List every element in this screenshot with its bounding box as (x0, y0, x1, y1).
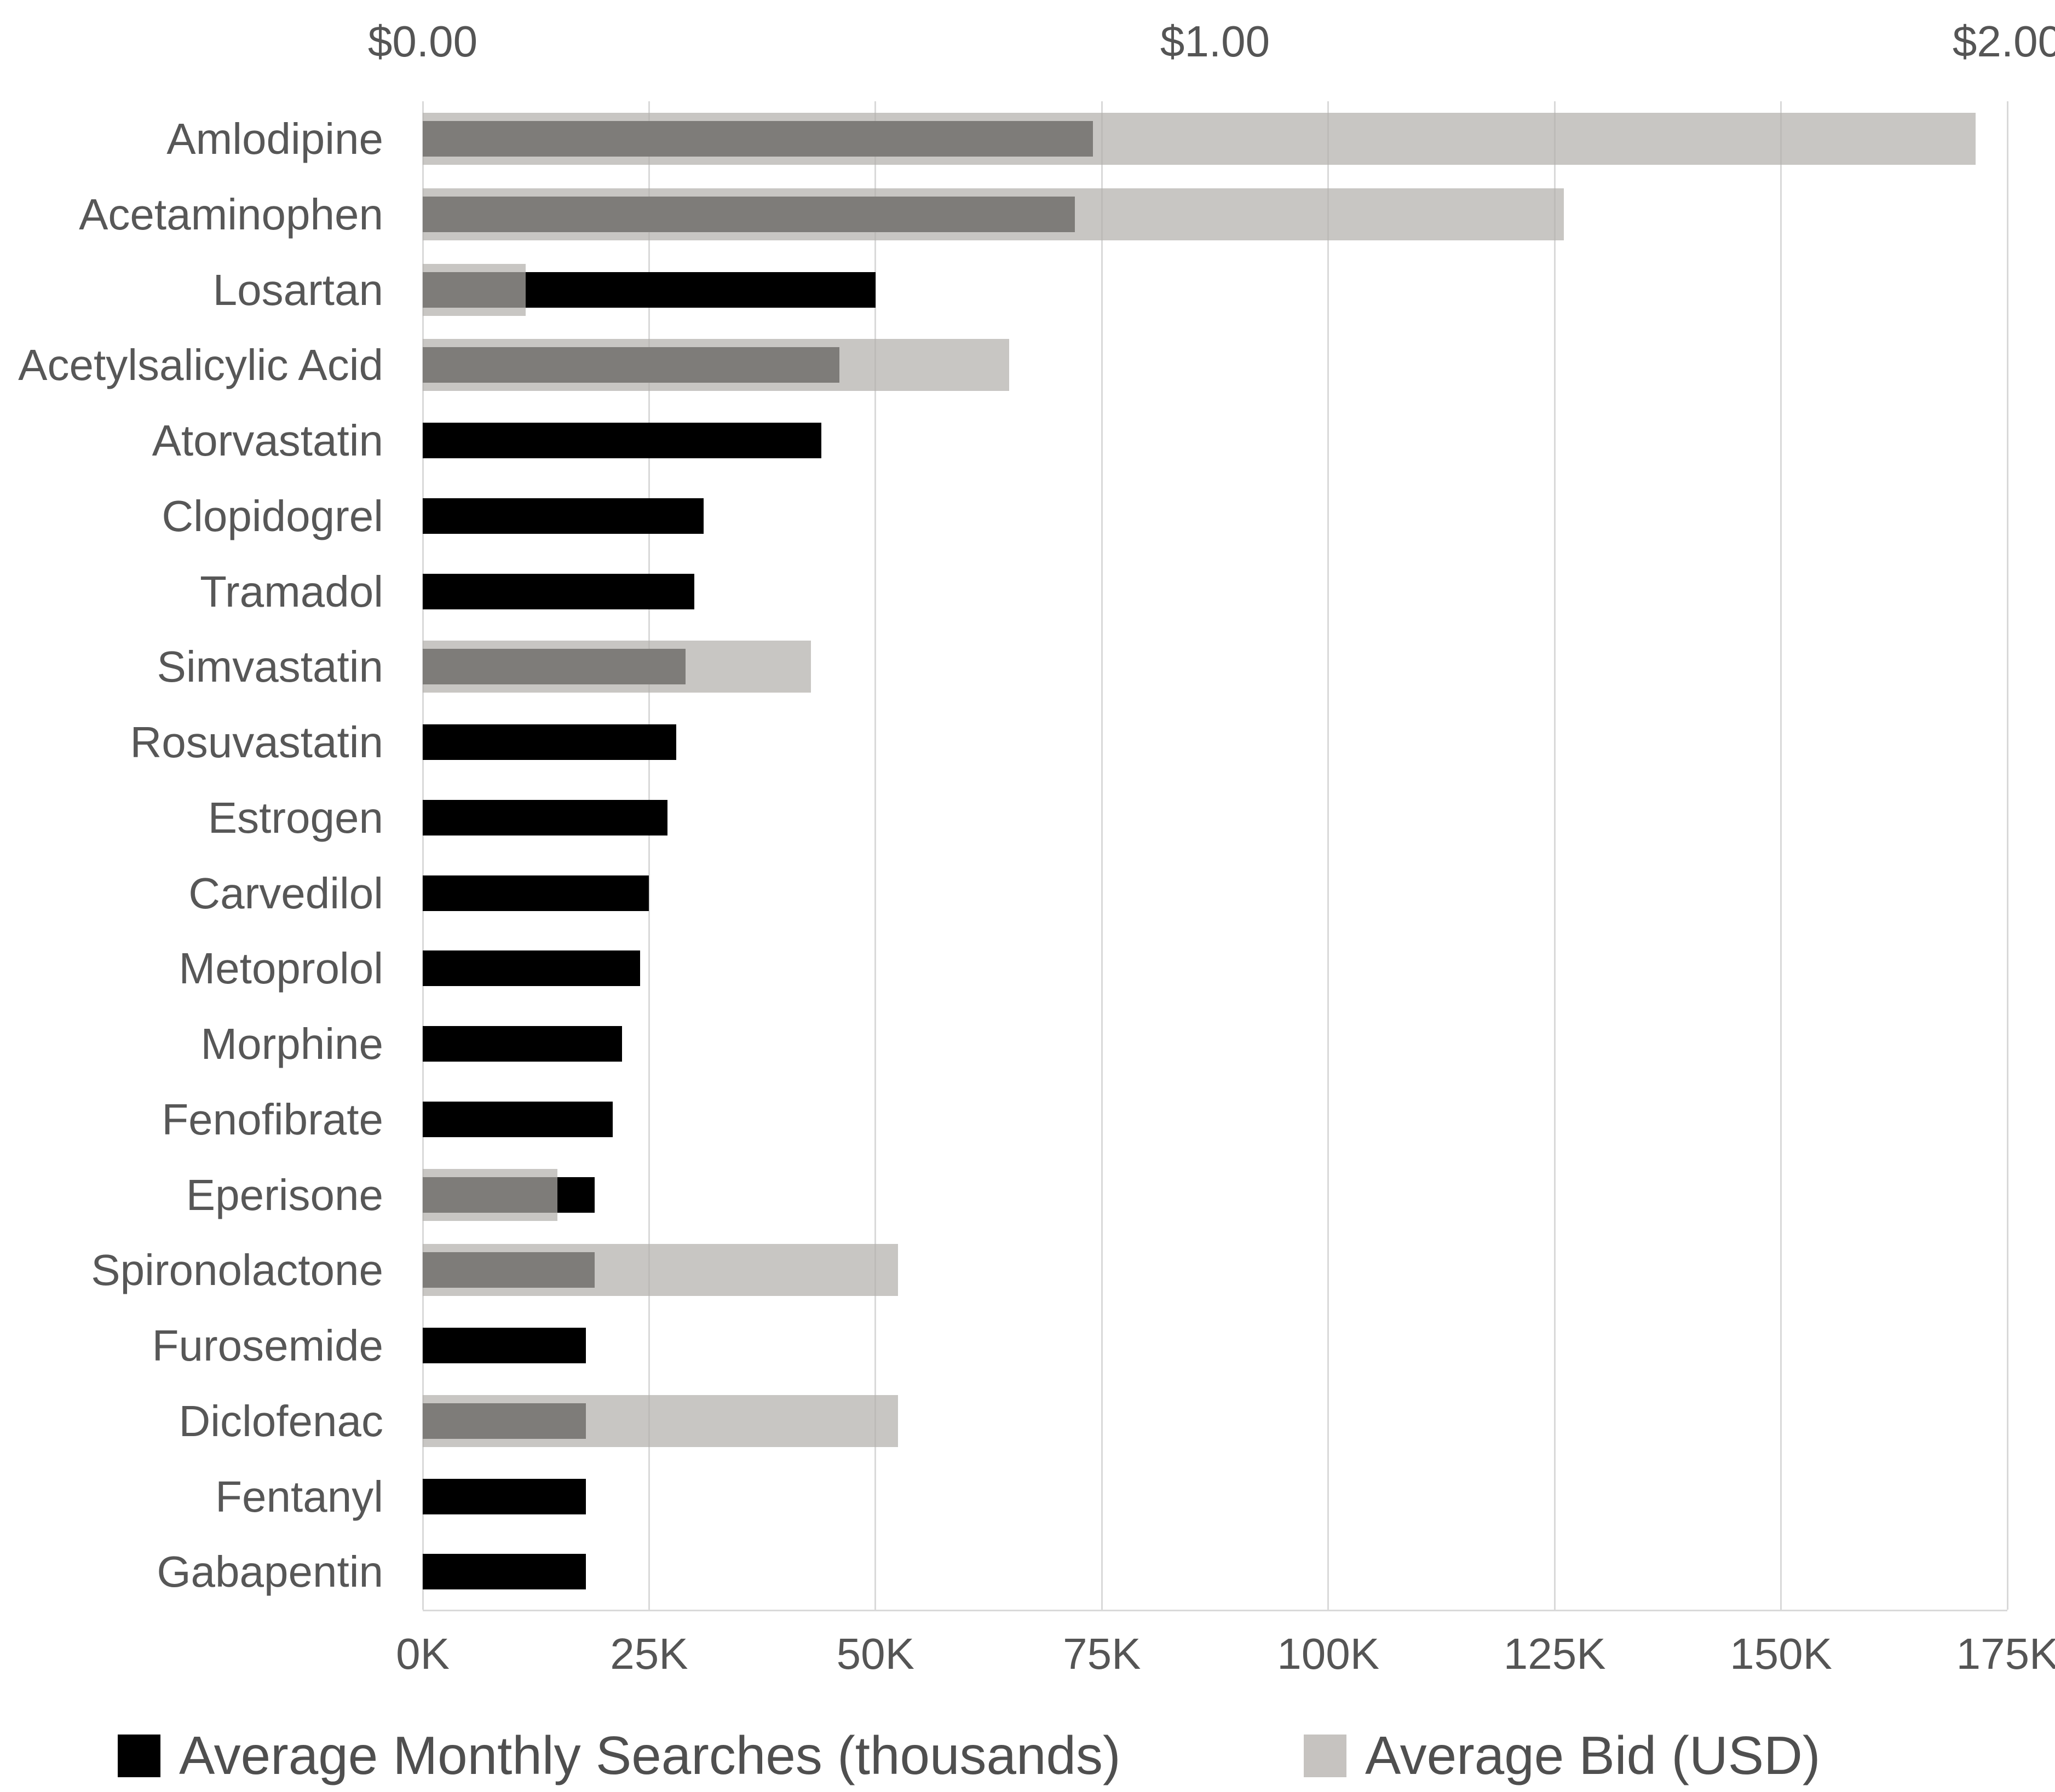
searches-bar (423, 799, 667, 836)
chart-row-fenofibrate (423, 1082, 2007, 1157)
gridline (1553, 101, 1556, 1610)
plot-area (422, 101, 2008, 1611)
category-label: Fentanyl (215, 1472, 383, 1521)
bottom-axis-tick: 150K (1730, 1629, 1832, 1678)
bid-bar (423, 188, 1564, 240)
bottom-axis-tick: 50K (836, 1629, 915, 1678)
category-label: Morphine (200, 1019, 383, 1068)
category-label: Simvastatin (157, 642, 383, 692)
chart-row-diclofenac (423, 1384, 2007, 1459)
searches-bar (423, 1026, 622, 1062)
category-labels: Amlodipine Acetaminophen Losartan Acetylsal… (0, 101, 383, 1610)
bottom-axis-tick: 100K (1277, 1629, 1380, 1678)
top-axis: $0.00 $1.00 $2.00 (368, 16, 2055, 77)
bottom-axis-tick: 75K (1063, 1629, 1141, 1678)
legend-swatch-bid (1304, 1734, 1346, 1777)
bid-bar (423, 263, 526, 316)
chart-row-atorvastatin (423, 403, 2007, 479)
chart-row-carvedilol (423, 856, 2007, 931)
category-label: Carvedilol (188, 868, 383, 918)
legend: Average Monthly Searches (thousands) Ave… (0, 1719, 2055, 1792)
bid-bar (423, 113, 1976, 165)
chart-row-acetylsalicylic-acid (423, 327, 2007, 403)
bid-bar (423, 339, 1009, 391)
chart-row-losartan (423, 252, 2007, 328)
category-label: Amlodipine (166, 114, 383, 163)
legend-item-searches: Average Monthly Searches (thousands) (118, 1719, 1121, 1792)
category-label: Atorvastatin (152, 416, 383, 465)
chart-row-metoprolol (423, 931, 2007, 1006)
searches-bar (423, 1554, 586, 1590)
searches-bar (423, 724, 677, 760)
searches-bar (423, 498, 704, 534)
top-axis-tick: $0.00 (367, 17, 478, 66)
chart-row-rosuvastatin (423, 705, 2007, 780)
chart-row-furosemide (423, 1308, 2007, 1384)
category-label: Spironolactone (91, 1246, 383, 1295)
top-axis-tick: $2.00 (1952, 17, 2055, 66)
legend-swatch-searches (118, 1734, 160, 1777)
gridline (1327, 101, 1329, 1610)
category-label: Clopidogrel (162, 491, 383, 540)
bottom-axis-tick: 175K (1956, 1629, 2055, 1678)
chart-row-clopidogrel (423, 479, 2007, 554)
chart-row-fentanyl (423, 1459, 2007, 1535)
legend-item-bid: Average Bid (USD) (1304, 1719, 1821, 1792)
top-axis-tick: $1.00 (1160, 17, 1270, 66)
category-label: Losartan (212, 265, 383, 314)
gridline (422, 101, 424, 1610)
bottom-axis-tick: 25K (610, 1629, 688, 1678)
searches-bar (423, 423, 821, 458)
bottom-axis: 0K 25K 50K 75K 100K 125K 150K 175K (396, 1629, 2055, 1689)
searches-bar (423, 875, 649, 911)
searches-bar (423, 1478, 586, 1514)
category-label: Rosuvastatin (130, 718, 383, 767)
bid-bar (423, 1395, 899, 1447)
category-label: Estrogen (208, 793, 383, 842)
bottom-axis-tick: 0K (396, 1629, 450, 1678)
category-label: Furosemide (152, 1321, 383, 1370)
chart-row-simvastatin (423, 629, 2007, 705)
chart-row-acetaminophen (423, 177, 2007, 252)
searches-bar (423, 950, 640, 987)
legend-label-bid: Average Bid (USD) (1365, 1725, 1821, 1785)
searches-bar (423, 1101, 613, 1137)
chart-row-morphine (423, 1006, 2007, 1082)
chart-row-amlodipine (423, 101, 2007, 177)
category-label: Eperisone (186, 1170, 383, 1219)
gridline (648, 101, 650, 1610)
category-label: Diclofenac (179, 1396, 383, 1445)
bid-bar (423, 1244, 899, 1297)
bid-bar (423, 641, 811, 693)
chart-row-spironolactone (423, 1232, 2007, 1308)
category-label: Acetylsalicylic Acid (18, 341, 383, 390)
gridline (1101, 101, 1103, 1610)
gridline (1780, 101, 1782, 1610)
searches-bar (423, 1328, 586, 1363)
chart-row-gabapentin (423, 1534, 2007, 1610)
category-label: Tramadol (200, 567, 383, 616)
legend-label-searches: Average Monthly Searches (thousands) (179, 1725, 1121, 1785)
searches-bar (423, 573, 695, 609)
gridline (2006, 101, 2008, 1610)
chart-row-eperisone (423, 1157, 2007, 1233)
category-label: Gabapentin (157, 1547, 383, 1597)
category-label: Fenofibrate (162, 1094, 383, 1144)
bid-bar (423, 1168, 557, 1221)
category-label: Acetaminophen (79, 189, 383, 239)
bottom-axis-tick: 125K (1503, 1629, 1606, 1678)
gridline (874, 101, 877, 1610)
chart-row-tramadol (423, 554, 2007, 630)
category-label: Metoprolol (179, 944, 383, 993)
chart-row-estrogen (423, 780, 2007, 856)
